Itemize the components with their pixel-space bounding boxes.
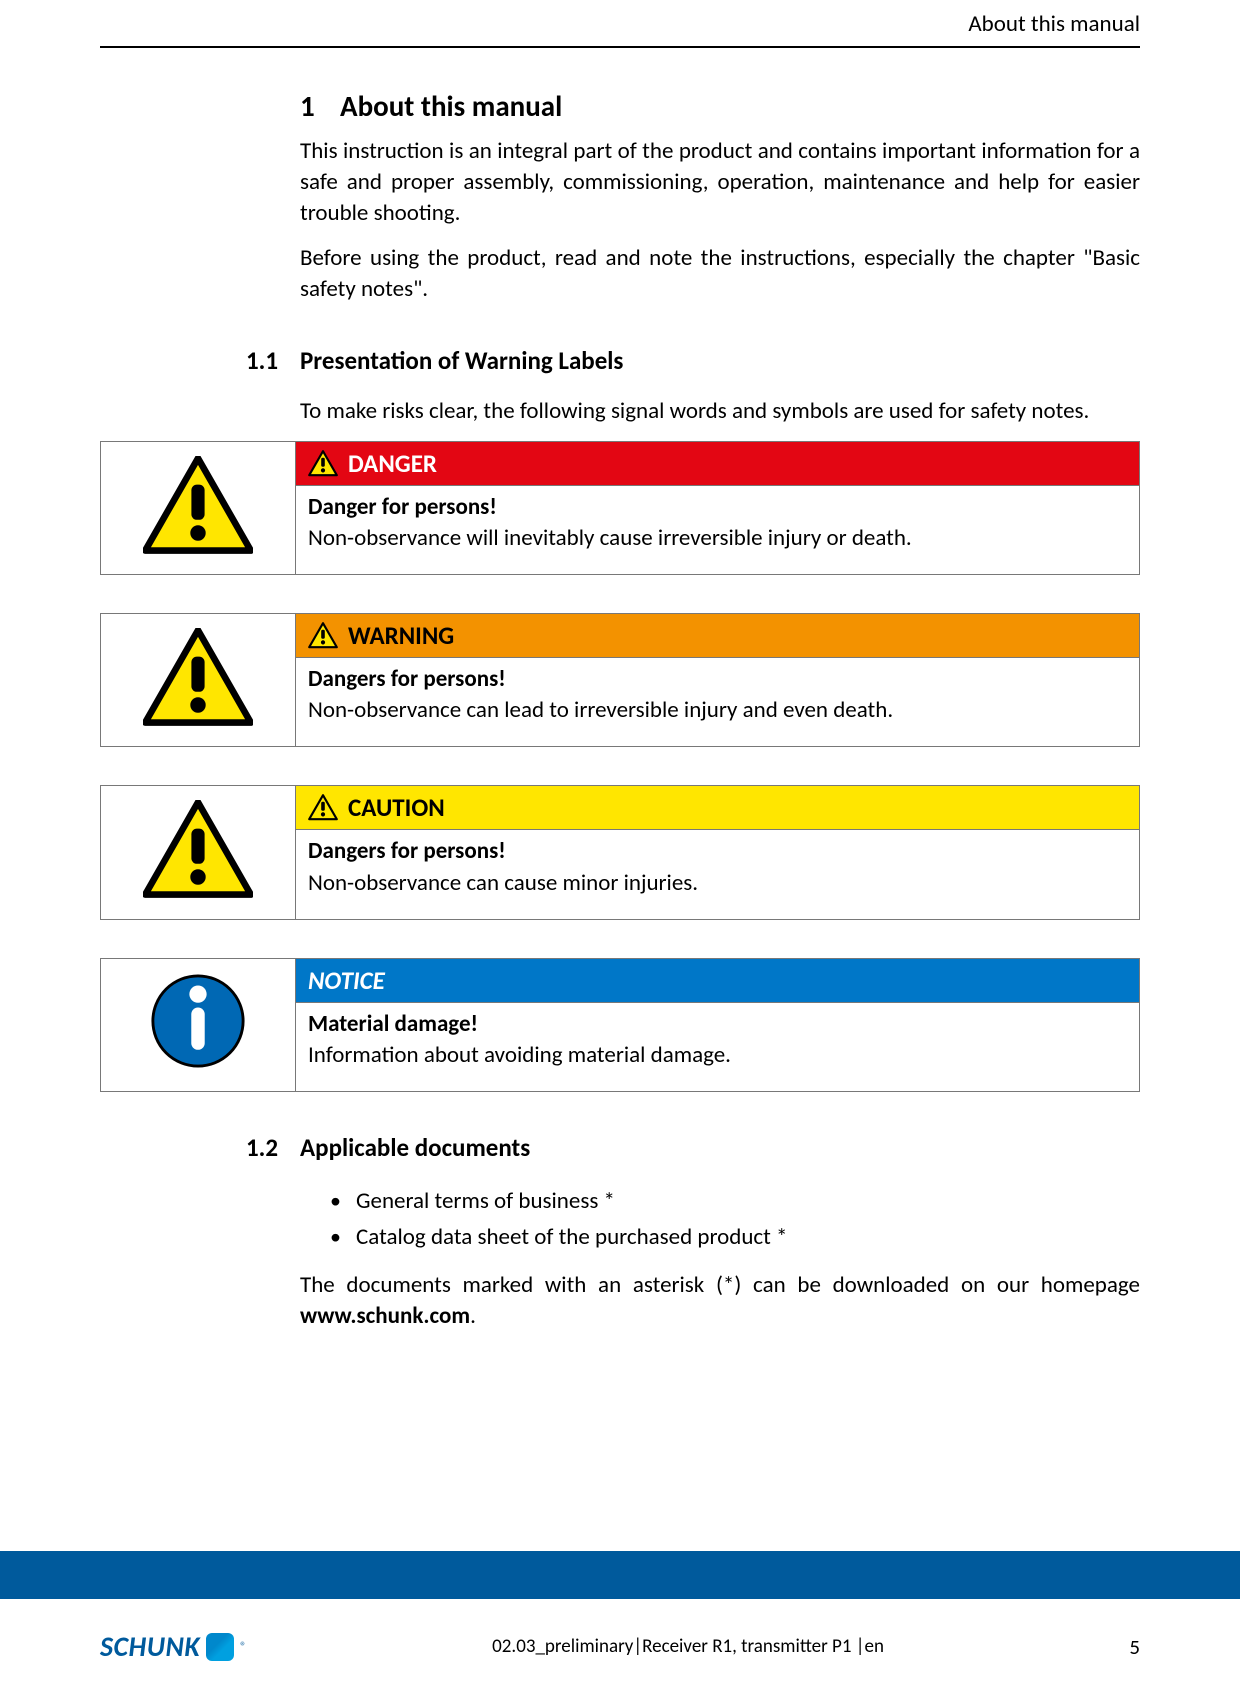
- page-footer: SCHUNK ® 02.03_preliminary|Receiver R1, …: [0, 1551, 1240, 1691]
- warning-body-line: Non-observance can lead to irreversible …: [308, 696, 893, 724]
- warning-header: DANGER: [296, 442, 1139, 486]
- list-item: Catalog data sheet of the purchased prod…: [330, 1219, 1140, 1256]
- notice-circle-icon: [150, 973, 246, 1069]
- logo-swirl-icon: [206, 1633, 234, 1661]
- warnings-container: DANGER Danger for persons! Non-observanc…: [100, 441, 1140, 1091]
- warning-header: WARNING: [296, 614, 1139, 658]
- outro-post: .: [470, 1302, 476, 1330]
- warning-triangle-small-icon: [308, 450, 338, 477]
- section-1-2-bullets: General terms of business *Catalog data …: [330, 1183, 1140, 1257]
- warning-body-line: Non-observance can cause minor injuries.: [308, 869, 698, 897]
- section-1-2-number: 1.2: [246, 1132, 286, 1163]
- header-title: About this manual: [968, 10, 1140, 38]
- section-1-1-heading: 1.1 Presentation of Warning Labels: [246, 345, 1140, 376]
- warning-bold-line: Dangers for persons!: [308, 836, 1127, 867]
- warning-bold-line: Dangers for persons!: [308, 664, 1127, 695]
- section-1-2-title: Applicable documents: [300, 1132, 530, 1163]
- section-1-1-number: 1.1: [246, 345, 286, 376]
- warning-header: NOTICE: [296, 959, 1139, 1003]
- footer-page-number: 5: [1129, 1634, 1140, 1660]
- warning-header: CAUTION: [296, 786, 1139, 830]
- warning-icon-cell: [101, 958, 296, 1091]
- logo-registered-mark: ®: [240, 1640, 247, 1654]
- warning-body: Danger for persons! Non-observance will …: [296, 486, 1140, 575]
- warning-icon-cell: [101, 614, 296, 747]
- logo-text: SCHUNK: [100, 1629, 200, 1664]
- section-1-title: About this manual: [340, 88, 562, 124]
- warning-label: DANGER: [348, 448, 437, 479]
- section-1-2-heading: 1.2 Applicable documents: [246, 1132, 1140, 1163]
- warning-box: DANGER Danger for persons! Non-observanc…: [100, 441, 1140, 575]
- section-1-1-intro: To make risks clear, the following signa…: [300, 396, 1140, 427]
- warning-body: Dangers for persons! Non-observance can …: [296, 658, 1140, 747]
- brand-logo: SCHUNK ®: [100, 1629, 247, 1664]
- outro-pre: The documents marked with an asterisk (*…: [300, 1271, 1140, 1299]
- section-1-heading: 1 About this manual: [300, 88, 1140, 124]
- section-1-paragraph-1: This instruction is an integral part of …: [300, 136, 1140, 229]
- warning-label: WARNING: [348, 620, 454, 651]
- warning-body-line: Information about avoiding material dama…: [308, 1041, 731, 1069]
- warning-bold-line: Material damage!: [308, 1009, 1127, 1040]
- list-item: General terms of business *: [330, 1183, 1140, 1220]
- warning-triangle-small-icon: [308, 622, 338, 649]
- warning-box: NOTICE Material damage! Information abou…: [100, 958, 1140, 1092]
- outro-link: www.schunk.com: [300, 1302, 470, 1330]
- section-1-paragraph-2: Before using the product, read and note …: [300, 243, 1140, 305]
- warning-bold-line: Danger for persons!: [308, 492, 1127, 523]
- footer-doc-id: 02.03_preliminary|Receiver R1, transmitt…: [492, 1635, 884, 1658]
- warning-label: CAUTION: [348, 792, 445, 823]
- section-1-number: 1: [300, 88, 326, 124]
- warning-icon-cell: [101, 786, 296, 919]
- warning-box: CAUTION Dangers for persons! Non-observa…: [100, 785, 1140, 919]
- warning-triangle-icon: [143, 628, 253, 727]
- warning-icon-cell: [101, 442, 296, 575]
- section-1-1-title: Presentation of Warning Labels: [300, 345, 623, 376]
- footer-color-band: [0, 1551, 1240, 1599]
- warning-label: NOTICE: [308, 965, 385, 996]
- warning-body: Dangers for persons! Non-observance can …: [296, 830, 1140, 919]
- page-header: About this manual: [100, 0, 1140, 48]
- warning-box: WARNING Dangers for persons! Non-observa…: [100, 613, 1140, 747]
- warning-triangle-icon: [143, 456, 253, 555]
- warning-triangle-small-icon: [308, 794, 338, 821]
- section-1-2-outro: The documents marked with an asterisk (*…: [300, 1270, 1140, 1332]
- warning-body: Material damage! Information about avoid…: [296, 1003, 1140, 1092]
- warning-body-line: Non-observance will inevitably cause irr…: [308, 524, 912, 552]
- warning-triangle-icon: [143, 800, 253, 899]
